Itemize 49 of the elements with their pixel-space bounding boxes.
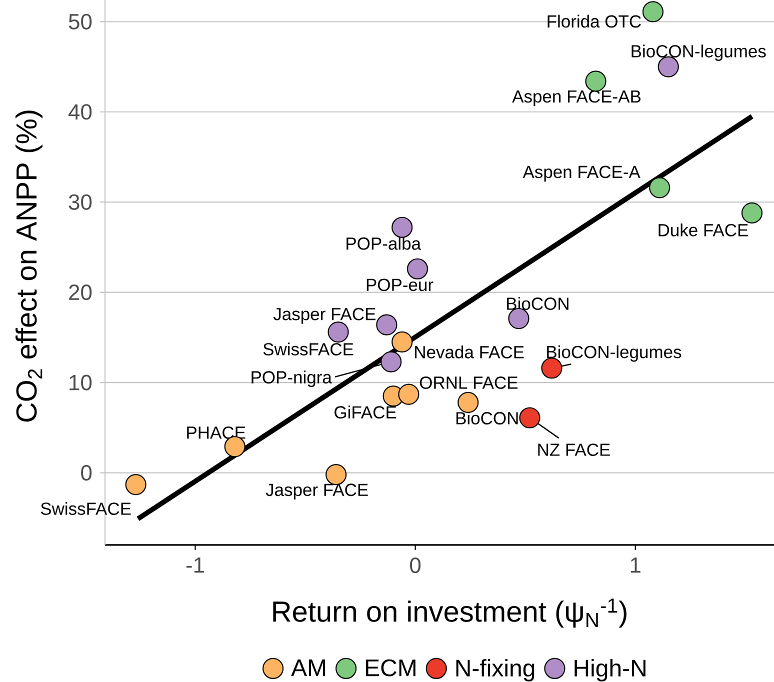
annotation: Florida OTC	[548, 14, 641, 28]
annotation: Aspen FACE-AB	[512, 90, 641, 106]
annotation: POP-alba	[346, 236, 422, 250]
y-tick-label: 30	[68, 194, 92, 210]
legend-label: High-N	[574, 659, 646, 682]
legend-label: ECM	[366, 659, 416, 676]
y-tick-label: 50	[68, 14, 92, 30]
point	[585, 70, 606, 92]
annotation: POP-nigra	[252, 370, 332, 387]
point	[406, 258, 428, 280]
annotation: BioCON	[456, 412, 518, 424]
point	[392, 331, 413, 353]
legend-label: N-fixing	[456, 659, 534, 682]
annotation: ORNL FACE	[420, 376, 518, 389]
annotation: BioCON-legumes	[547, 345, 682, 362]
legend-label: AM	[291, 659, 326, 676]
point	[649, 177, 670, 198]
y-tick-label: 10	[70, 374, 92, 390]
point	[398, 384, 420, 405]
point	[642, 1, 664, 22]
annotation: Jasper FACE	[273, 308, 376, 324]
x-tick-label: 0	[410, 558, 421, 574]
point	[326, 464, 347, 486]
y-axis-title: CO$_{2}$ effect on ANPP (%)	[15, 110, 43, 422]
x-tick-label: -1	[186, 558, 204, 573]
point	[328, 321, 349, 343]
annotation: POP-eur	[366, 278, 434, 292]
annotation: Aspen FACE-A	[522, 166, 640, 182]
point	[380, 351, 402, 372]
point	[125, 474, 146, 496]
x-axis-title: Return on investment (ψ$_{N}$$^{-1}$)	[273, 598, 626, 628]
x-tick-label: 1	[630, 558, 640, 573]
point	[392, 216, 413, 238]
annotation: Nevada FACE	[415, 346, 524, 358]
annotation: SwissFACE	[40, 502, 131, 515]
y-tick-label: 40	[68, 104, 92, 120]
point	[519, 407, 540, 428]
y-tick-label: 0	[81, 465, 92, 481]
point	[458, 392, 479, 413]
annotation: NZ FACE	[538, 444, 610, 456]
annotation: BioCON	[507, 297, 568, 310]
annotation: Jasper FACE	[266, 484, 368, 500]
annotation: PHACE	[187, 426, 246, 439]
y-tick-label: 20	[69, 284, 92, 300]
annotation: SwissFACE	[263, 342, 354, 356]
annotation: BioCON-legumes	[632, 44, 766, 61]
point	[376, 314, 398, 336]
annotation: GiFACE	[334, 406, 396, 419]
annotation: Duke FACE	[658, 224, 748, 236]
